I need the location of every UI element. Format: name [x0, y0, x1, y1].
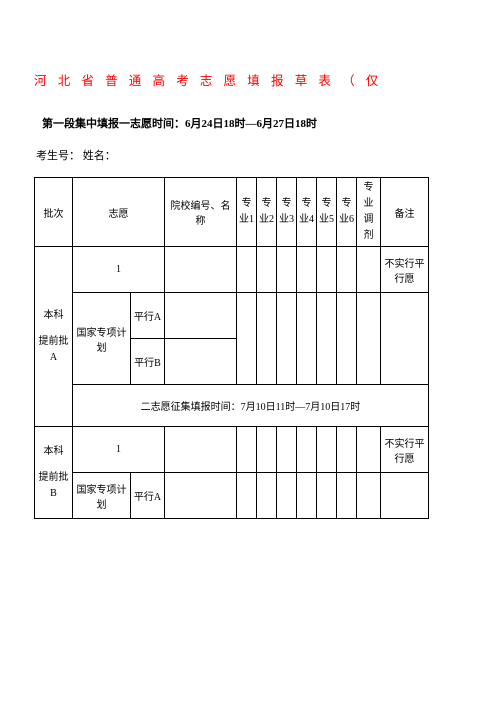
cell [381, 473, 429, 519]
batchB-parallelA-row: 国家专项计划 平行A [35, 473, 429, 519]
cell [357, 247, 381, 293]
hdr-school: 院校编号、名称 [165, 178, 237, 247]
header-row: 批次 志愿 院校编号、名称 专业1 专业2 专业3 专业4 专业5 专业6 专业… [35, 178, 429, 247]
batchA-wish1: 1 [73, 247, 165, 293]
batchA-parallelA-row: 国家专项计划 平行A [35, 293, 429, 339]
cell [237, 427, 257, 473]
cell [237, 473, 257, 519]
cell [297, 427, 317, 473]
cell [277, 293, 297, 385]
cell [165, 427, 237, 473]
batchA-footnote: 二志愿征集填报时间：7月10日11时—7月10日17时 [73, 385, 429, 427]
batchA-parallelB: 平行B [131, 339, 165, 385]
batchB-national-plan: 国家专项计划 [73, 473, 131, 519]
batchB-parallelA: 平行A [131, 473, 165, 519]
cell [165, 473, 237, 519]
batchB-line1: 本科 [37, 444, 70, 460]
hdr-major3: 专业3 [277, 178, 297, 247]
hdr-major1: 专业1 [237, 178, 257, 247]
cell [297, 473, 317, 519]
hdr-wish: 志愿 [73, 178, 165, 247]
batchA-line1: 本科 [37, 308, 70, 324]
batchB-name: 本科 提前批B [35, 427, 73, 519]
page-container: 河北省普通高考志愿填报草表（仅 第一段集中填报一志愿时间：6月24日18时—6月… [0, 0, 500, 519]
cell [165, 293, 237, 339]
batchB-wish1: 1 [73, 427, 165, 473]
hdr-adjust: 专业调剂 [357, 178, 381, 247]
student-name-label: 姓名： [83, 150, 116, 162]
cell [357, 473, 381, 519]
cell [317, 427, 337, 473]
cell [277, 473, 297, 519]
batchA-line2: 提前批A [37, 334, 70, 366]
batchA-footnote-row: 二志愿征集填报时间：7月10日11时—7月10日17时 [35, 385, 429, 427]
cell [337, 473, 357, 519]
document-title: 河北省普通高考志愿填报草表（仅 [34, 70, 500, 89]
cell [317, 293, 337, 385]
hdr-major6: 专业6 [337, 178, 357, 247]
hdr-major5: 专业5 [317, 178, 337, 247]
cell [237, 293, 257, 385]
application-table: 批次 志愿 院校编号、名称 专业1 专业2 专业3 专业4 专业5 专业6 专业… [34, 177, 429, 519]
cell [257, 293, 277, 385]
cell [257, 247, 277, 293]
batchA-note1: 不实行平行愿 [381, 247, 429, 293]
cell [317, 473, 337, 519]
cell [257, 427, 277, 473]
hdr-note: 备注 [381, 178, 429, 247]
cell [277, 247, 297, 293]
hdr-batch: 批次 [35, 178, 73, 247]
batchA-name: 本科 提前批A [35, 247, 73, 427]
batchB-line2: 提前批B [37, 470, 70, 502]
cell [237, 247, 257, 293]
batchB-note1: 不实行平行愿 [381, 427, 429, 473]
cell [165, 339, 237, 385]
batchA-national-plan: 国家专项计划 [73, 293, 131, 385]
cell [337, 247, 357, 293]
cell [317, 247, 337, 293]
student-info-row: 考生号： 姓名： [36, 147, 500, 163]
cell [357, 293, 381, 385]
batchA-school1 [165, 247, 237, 293]
cell [337, 427, 357, 473]
batchA-parallelA: 平行A [131, 293, 165, 339]
cell [357, 427, 381, 473]
cell [297, 247, 317, 293]
cell [277, 427, 297, 473]
hdr-major4: 专业4 [297, 178, 317, 247]
cell [337, 293, 357, 385]
student-id-label: 考生号： [36, 150, 80, 162]
filing-period: 第一段集中填报一志愿时间：6月24日18时—6月27日18时 [42, 115, 500, 131]
batchB-row1: 本科 提前批B 1 不实行平行愿 [35, 427, 429, 473]
cell [257, 473, 277, 519]
hdr-major2: 专业2 [257, 178, 277, 247]
cell [381, 293, 429, 385]
cell [297, 293, 317, 385]
batchA-row1: 本科 提前批A 1 不实行平行愿 [35, 247, 429, 293]
